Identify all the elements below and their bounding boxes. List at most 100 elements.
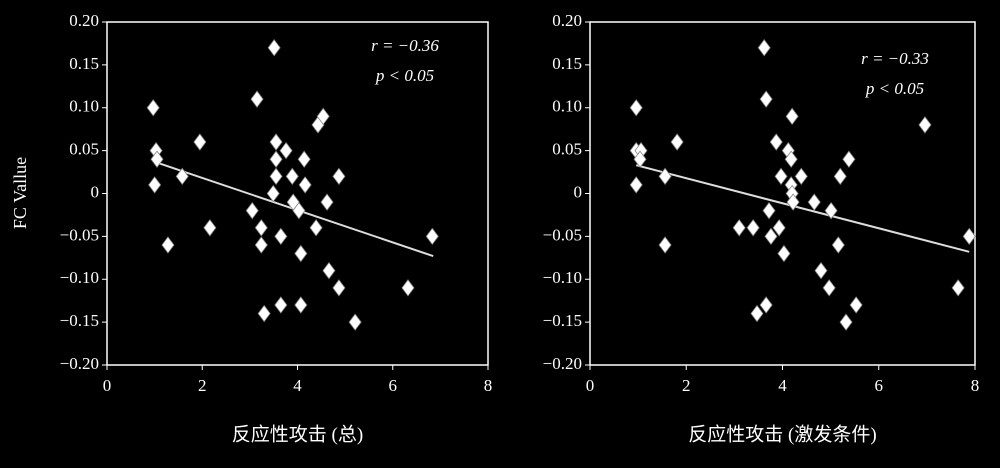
data-point: [772, 219, 786, 237]
y-tick-label: −0.15: [543, 311, 582, 330]
data-point: [292, 201, 306, 220]
data-point: [285, 167, 299, 186]
data-point: [294, 296, 308, 314]
data-point: [849, 296, 863, 314]
data-point: [759, 90, 773, 108]
data-point: [769, 133, 783, 151]
data-point: [161, 236, 175, 254]
y-axis-label: FC Vallue: [10, 157, 30, 229]
data-point: [294, 244, 308, 263]
x-tick-label: 8: [484, 376, 493, 395]
x-axis-label: 反应性攻击 (总): [232, 423, 363, 445]
y-tick-label: −0.20: [60, 354, 99, 373]
data-point: [732, 219, 746, 237]
y-tick-label: 0.20: [69, 11, 99, 30]
data-point: [245, 201, 259, 220]
x-tick-label: 8: [971, 376, 980, 395]
data-point: [951, 279, 965, 297]
annotation: r = −0.33: [861, 49, 929, 68]
y-tick-label: −0.10: [543, 268, 582, 287]
y-tick-label: −0.20: [543, 354, 582, 373]
data-point: [266, 184, 280, 203]
data-point: [629, 99, 643, 117]
data-point: [839, 313, 853, 331]
data-point: [254, 219, 268, 237]
data-point: [777, 244, 791, 263]
x-tick-label: 0: [586, 376, 595, 395]
data-point: [425, 227, 439, 246]
data-point: [814, 262, 828, 280]
trendline: [635, 164, 970, 253]
data-point: [757, 39, 771, 57]
data-point: [658, 167, 672, 186]
data-point: [274, 296, 288, 314]
data-point: [746, 219, 760, 237]
data-point: [786, 193, 800, 211]
data-point: [250, 90, 264, 108]
data-point: [842, 150, 856, 168]
y-tick-label: 0.15: [69, 54, 99, 73]
annotation: p < 0.05: [375, 66, 434, 85]
x-tick-label: 2: [198, 376, 207, 395]
data-point: [332, 279, 346, 297]
x-tick-label: 4: [778, 376, 787, 395]
data-point: [279, 141, 293, 160]
data-point: [824, 201, 838, 220]
data-point: [269, 133, 283, 151]
data-point: [774, 167, 788, 186]
data-point: [269, 167, 283, 186]
y-tick-label: −0.05: [543, 225, 582, 244]
annotation: p < 0.05: [865, 79, 924, 98]
y-tick-label: 0: [91, 182, 100, 201]
x-tick-label: 6: [389, 376, 398, 395]
data-point: [401, 279, 415, 297]
data-point: [257, 304, 271, 323]
data-point: [203, 219, 217, 237]
data-point: [298, 176, 312, 194]
x-tick-label: 4: [293, 376, 302, 395]
data-point: [274, 227, 288, 246]
data-point: [150, 150, 164, 168]
data-point: [794, 167, 808, 186]
data-point: [759, 296, 773, 314]
data-point: [254, 236, 268, 254]
plot-frame: [589, 21, 976, 366]
data-point: [267, 39, 281, 57]
y-tick-label: 0.05: [552, 140, 582, 159]
x-tick-label: 2: [682, 376, 691, 395]
y-tick-label: 0.20: [552, 11, 582, 30]
data-point: [822, 279, 836, 297]
data-point: [146, 99, 160, 117]
data-point: [148, 176, 162, 194]
data-point: [807, 193, 821, 211]
data-point: [762, 201, 776, 220]
data-point: [332, 167, 346, 186]
data-point: [316, 107, 330, 125]
y-tick-label: −0.10: [60, 268, 99, 287]
data-point: [785, 107, 799, 125]
data-point: [658, 236, 672, 254]
data-point: [918, 116, 932, 134]
y-tick-label: 0.10: [69, 97, 99, 116]
y-tick-label: 0.05: [69, 140, 99, 159]
data-point: [297, 150, 311, 168]
data-point: [633, 150, 647, 168]
data-point: [629, 176, 643, 194]
data-point: [348, 313, 362, 331]
data-point: [750, 304, 764, 323]
y-tick-label: 0: [574, 182, 583, 201]
data-point: [175, 167, 189, 186]
data-point: [962, 227, 976, 246]
data-point: [322, 262, 336, 280]
x-axis-label: 反应性攻击 (激发条件): [688, 423, 876, 445]
data-point: [831, 236, 845, 254]
data-point: [309, 219, 323, 237]
x-tick-label: 0: [103, 376, 112, 395]
data-point: [784, 150, 798, 168]
y-tick-label: 0.15: [552, 54, 582, 73]
y-tick-label: −0.05: [60, 225, 99, 244]
y-tick-label: −0.15: [60, 311, 99, 330]
data-point: [670, 133, 684, 151]
data-point: [764, 227, 778, 246]
